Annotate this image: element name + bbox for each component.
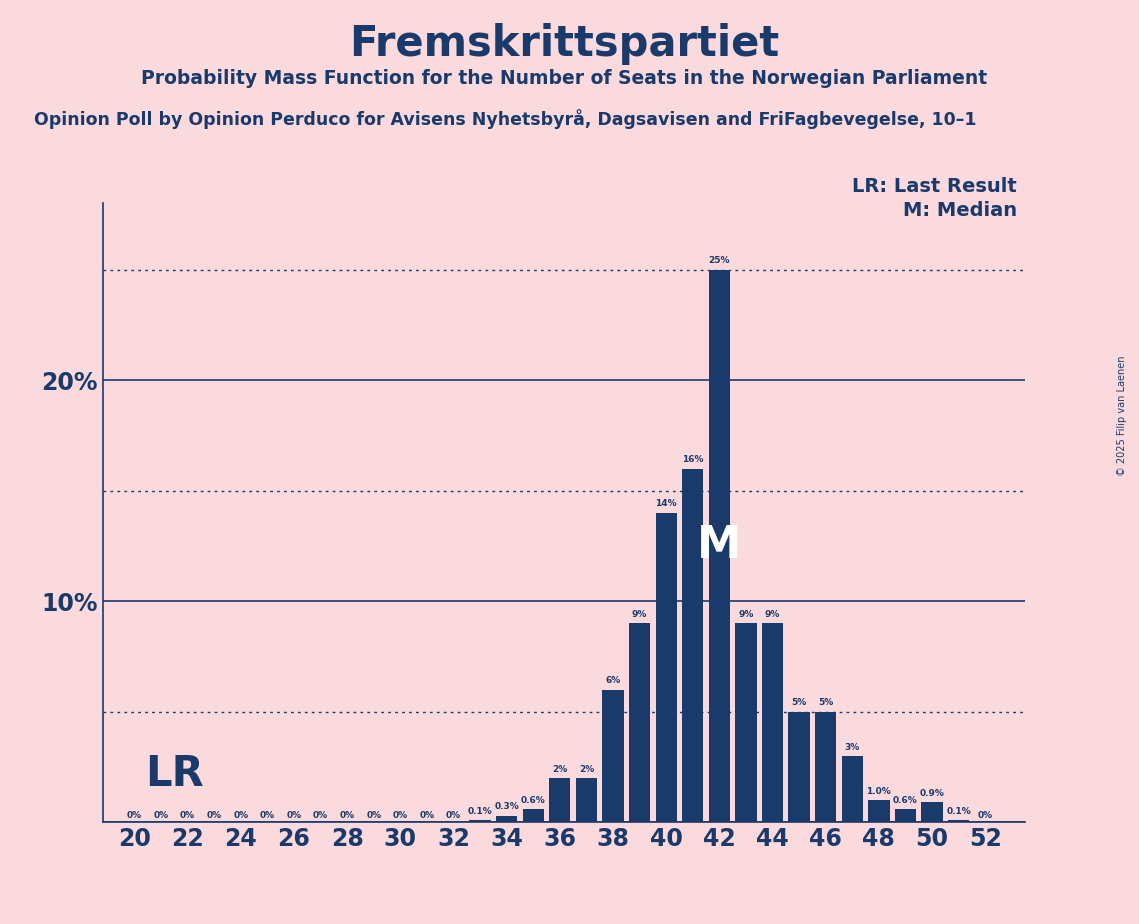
Text: 0%: 0%	[977, 811, 993, 821]
Text: 0.1%: 0.1%	[947, 807, 972, 816]
Bar	[868, 800, 890, 822]
Text: 25%: 25%	[708, 256, 730, 265]
Bar	[469, 821, 491, 822]
Text: 0%: 0%	[393, 811, 408, 821]
Text: 0.3%: 0.3%	[494, 802, 519, 811]
Bar	[576, 778, 597, 822]
Text: M: Median: M: Median	[903, 201, 1017, 221]
Bar	[948, 821, 969, 822]
Text: Probability Mass Function for the Number of Seats in the Norwegian Parliament: Probability Mass Function for the Number…	[141, 69, 986, 89]
Text: 2%: 2%	[552, 765, 567, 773]
Text: 0%: 0%	[313, 811, 328, 821]
Text: 5%: 5%	[818, 699, 834, 708]
Text: Opinion Poll by Opinion Perduco for Avisens Nyhetsbyrå, Dagsavisen and FriFagbev: Opinion Poll by Opinion Perduco for Avis…	[34, 109, 976, 129]
Bar	[921, 802, 943, 822]
Text: © 2025 Filip van Laenen: © 2025 Filip van Laenen	[1117, 356, 1126, 476]
Text: 0.6%: 0.6%	[893, 796, 918, 805]
Bar	[895, 809, 916, 822]
Text: 0%: 0%	[260, 811, 274, 821]
Bar	[656, 513, 677, 822]
Text: 0%: 0%	[180, 811, 195, 821]
Bar	[842, 756, 863, 822]
Text: Fremskrittspartiet: Fremskrittspartiet	[349, 23, 779, 65]
Text: 9%: 9%	[764, 610, 780, 619]
Text: 0%: 0%	[206, 811, 222, 821]
Bar	[816, 711, 836, 822]
Text: M: M	[697, 525, 741, 567]
Text: 2%: 2%	[579, 765, 595, 773]
Bar	[708, 270, 730, 822]
Text: 0%: 0%	[286, 811, 302, 821]
Bar	[736, 624, 756, 822]
Text: 5%: 5%	[792, 699, 806, 708]
Text: 9%: 9%	[632, 610, 647, 619]
Bar	[788, 711, 810, 822]
Text: 1.0%: 1.0%	[867, 787, 891, 796]
Text: 16%: 16%	[682, 456, 704, 464]
Text: 0%: 0%	[445, 811, 461, 821]
Text: 0%: 0%	[339, 811, 354, 821]
Text: 0%: 0%	[126, 811, 142, 821]
Bar	[629, 624, 650, 822]
Text: 6%: 6%	[605, 676, 621, 686]
Bar	[682, 468, 704, 822]
Text: 0%: 0%	[366, 811, 382, 821]
Text: 0.6%: 0.6%	[521, 796, 546, 805]
Bar	[549, 778, 571, 822]
Text: LR: LR	[145, 753, 204, 795]
Bar	[603, 689, 624, 822]
Text: LR: Last Result: LR: Last Result	[852, 177, 1017, 197]
Text: 3%: 3%	[845, 743, 860, 751]
Text: 14%: 14%	[655, 499, 677, 508]
Bar	[762, 624, 784, 822]
Bar	[523, 809, 543, 822]
Bar	[495, 816, 517, 822]
Text: 0.1%: 0.1%	[468, 807, 492, 816]
Text: 0%: 0%	[419, 811, 434, 821]
Text: 0%: 0%	[233, 811, 248, 821]
Text: 0.9%: 0.9%	[919, 789, 944, 798]
Text: 9%: 9%	[738, 610, 754, 619]
Text: 0%: 0%	[154, 811, 169, 821]
